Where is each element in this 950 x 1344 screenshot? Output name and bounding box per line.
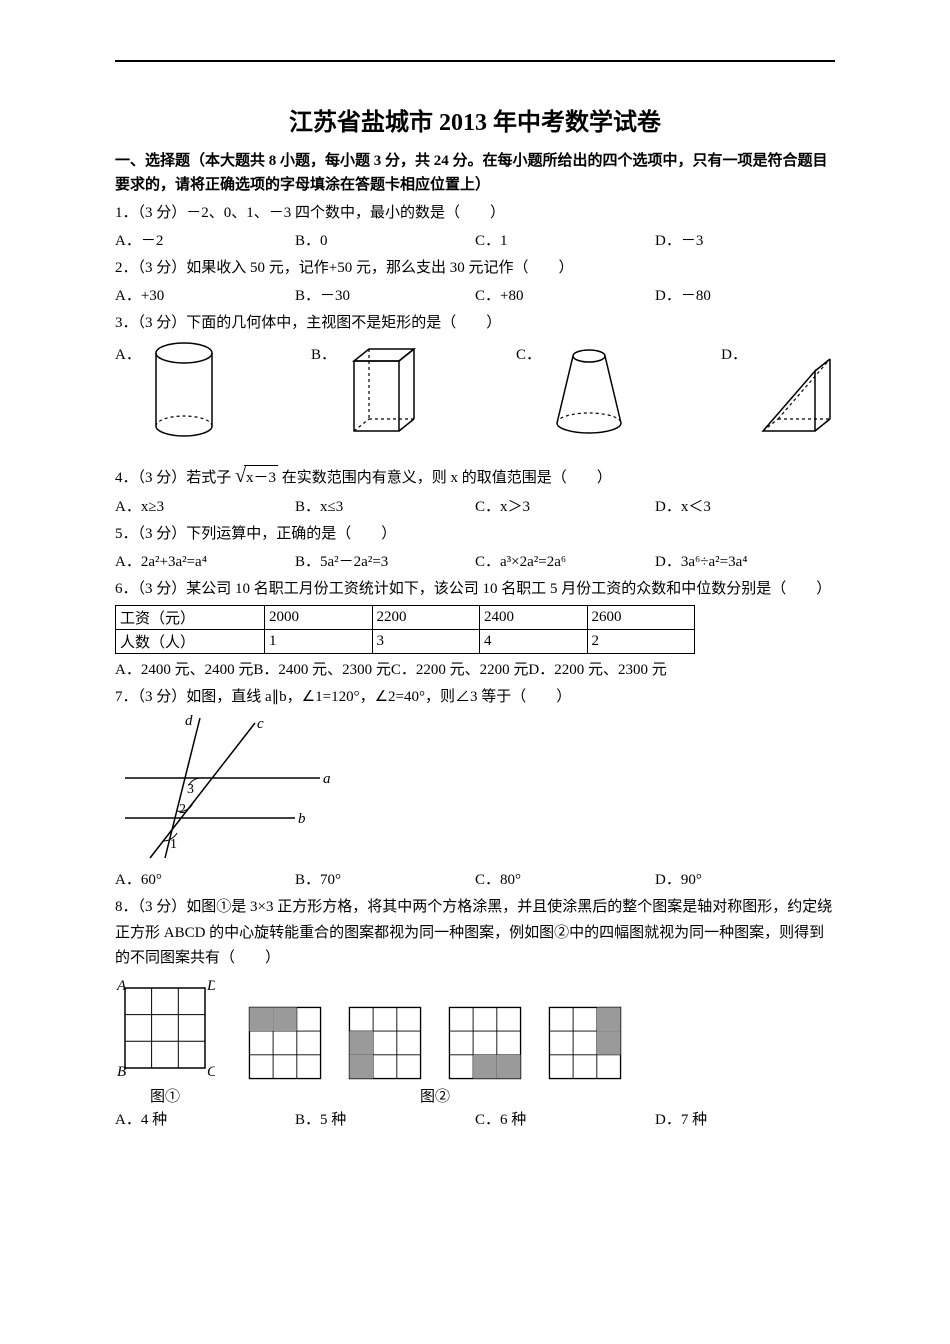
td: 2 (587, 629, 695, 653)
q5-optD: D．3a⁶÷a²=3a⁴ (655, 550, 835, 576)
q7-optC: C．80° (475, 868, 655, 894)
grid2b-icon (345, 1003, 425, 1083)
q4-optD: D．x＜3 (655, 495, 835, 521)
q6-optA: A．2400 元、2400 元 (115, 662, 253, 678)
grid-A: A (116, 978, 127, 994)
q6-optD: D．2200 元、2300 元 (528, 662, 666, 678)
fig2-caption: 图② (245, 1085, 625, 1106)
sqrt-icon: √x－3 (235, 459, 278, 493)
q2-text: 2．（3 分）如果收入 50 元，记作+50 元，那么支出 30 元记作（ ） (115, 256, 835, 282)
grid2c-icon (445, 1003, 525, 1083)
q5-text: 5．（3 分）下列运算中，正确的是（ ） (115, 522, 835, 548)
q6-text: 6．（3 分）某公司 10 名职工月份工资统计如下，该公司 10 名职工 5 月… (115, 577, 835, 603)
q7-options: A．60° B．70° C．80° D．90° (115, 868, 835, 894)
q1-optD: D．－3 (655, 229, 835, 255)
q3-labelD: D． (721, 341, 747, 364)
q7-figure: a b c d 1 2 3 (115, 713, 335, 863)
grid-C: C (207, 1064, 215, 1078)
q4-options: A．x≥3 B．x≤3 C．x＞3 D．x＜3 (115, 495, 835, 521)
td: 2400 (480, 605, 588, 629)
angle-2: 2 (179, 802, 186, 817)
prism-icon (344, 341, 424, 441)
q2-optD: D．－80 (655, 284, 835, 310)
page-title: 江苏省盐城市 2013 年中考数学试卷 (115, 102, 835, 137)
q1-optA: A．－2 (115, 229, 295, 255)
table-row: 人数（人） 1 3 4 2 (116, 629, 695, 653)
q5-optA: A．2a²+3a²=a⁴ (115, 550, 295, 576)
q2-optC: C．+80 (475, 284, 655, 310)
q3-labelB: B． (311, 341, 336, 364)
top-rule (115, 60, 835, 62)
q8-optB: B．5 种 (295, 1108, 475, 1134)
q4-post: 在实数范围内有意义，则 x 的取值范围是（ ） (282, 470, 612, 486)
frustum-icon (549, 341, 629, 441)
q7-optD: D．90° (655, 868, 835, 894)
section-1-header: 一、选择题（本大题共 8 小题，每小题 3 分，共 24 分。在每小题所给出的四… (115, 149, 835, 197)
q7-optB: B．70° (295, 868, 475, 894)
q5-optB: B．5a²－2a²=3 (295, 550, 475, 576)
q2-options: A．+30 B．－30 C．+80 D．－80 (115, 284, 835, 310)
q5-optC: C．a³×2a²=2a⁶ (475, 550, 655, 576)
fig1-caption: 图① (115, 1085, 215, 1106)
td: 1 (265, 629, 373, 653)
q7-optA: A．60° (115, 868, 295, 894)
q8-optD: D．7 种 (655, 1108, 835, 1134)
q4-optC: C．x＞3 (475, 495, 655, 521)
q8-options: A．4 种 B．5 种 C．6 种 D．7 种 (115, 1108, 835, 1134)
q2-optA: A．+30 (115, 284, 295, 310)
q5-options: A．2a²+3a²=a⁴ B．5a²－2a²=3 C．a³×2a²=2a⁶ D．… (115, 550, 835, 576)
td: 4 (480, 629, 588, 653)
grid2a-icon (245, 1003, 325, 1083)
q4-optB: B．x≤3 (295, 495, 475, 521)
q8-optA: A．4 种 (115, 1108, 295, 1134)
q4-sqrt-body: x－3 (244, 465, 278, 492)
grid2d-icon (545, 1003, 625, 1083)
q3-text: 3．（3 分）下面的几何体中，主视图不是矩形的是（ ） (115, 311, 835, 337)
angle-3: 3 (187, 782, 194, 797)
q1-optC: C．1 (475, 229, 655, 255)
cylinder-icon (149, 341, 219, 441)
triangular-prism-icon (755, 341, 835, 441)
grid-B: B (117, 1064, 126, 1078)
label-c: c (257, 716, 264, 732)
q4-pre: 4．（3 分）若式子 (115, 470, 231, 486)
q1-text: 1．（3 分）－2、0、1、－3 四个数中，最小的数是（ ） (115, 201, 835, 227)
th-salary: 工资（元） (116, 605, 265, 629)
q3-labelC: C． (516, 341, 541, 364)
grid1-icon: A D B C (115, 978, 215, 1078)
q6-options-line: A．2400 元、2400 元B．2400 元、2300 元C．2200 元、2… (115, 658, 835, 684)
q6-optC: C．2200 元、2200 元 (391, 662, 529, 678)
table-row: 工资（元） 2000 2200 2400 2600 (116, 605, 695, 629)
q4-optA: A．x≥3 (115, 495, 295, 521)
th-count: 人数（人） (116, 629, 265, 653)
q7-text: 7．（3 分）如图，直线 a∥b，∠1=120°，∠2=40°，则∠3 等于（ … (115, 685, 835, 711)
label-d: d (185, 713, 193, 729)
q1-optB: B．0 (295, 229, 475, 255)
label-b: b (298, 811, 306, 827)
q3-figures: A． B． C． (115, 341, 835, 441)
q3-labelA: A． (115, 341, 141, 364)
td: 3 (372, 629, 480, 653)
q8-figures: A D B C 图① (115, 978, 835, 1106)
salary-table: 工资（元） 2000 2200 2400 2600 人数（人） 1 3 4 2 (115, 605, 695, 654)
q6-optB: B．2400 元、2300 元 (253, 662, 391, 678)
q8-text: 8．（3 分）如图①是 3×3 正方形方格，将其中两个方格涂黑，并且使涂黑后的整… (115, 895, 835, 972)
q2-optB: B．－30 (295, 284, 475, 310)
td: 2000 (265, 605, 373, 629)
q4-text: 4．（3 分）若式子 √x－3 在实数范围内有意义，则 x 的取值范围是（ ） (115, 459, 835, 493)
label-a: a (323, 771, 331, 787)
td: 2600 (587, 605, 695, 629)
q1-options: A．－2 B．0 C．1 D．－3 (115, 229, 835, 255)
q8-optC: C．6 种 (475, 1108, 655, 1134)
grid-D: D (206, 978, 215, 994)
td: 2200 (372, 605, 480, 629)
